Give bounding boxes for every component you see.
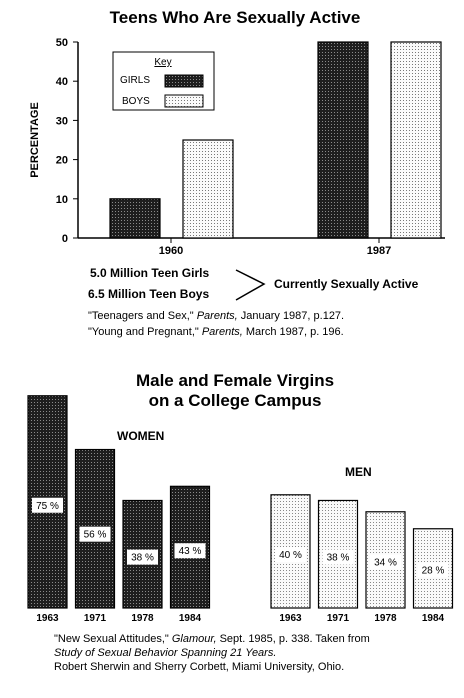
y-tick-label: 40 (56, 76, 68, 88)
value-label-men-1984: 28 % (422, 565, 445, 576)
bar-boys-1960 (182, 139, 234, 239)
x-tick-label-1960: 1960 (159, 245, 183, 257)
source1-title: "Teenagers and Sex," (88, 310, 194, 322)
value-label-bg (370, 554, 401, 570)
value-label-bg (174, 543, 206, 559)
bar-girls-1987 (317, 41, 369, 239)
top-chart: 0 10 20 30 40 50 1960 1987 Key GIRLS BOYS PERCE… (29, 37, 445, 257)
women-label: WOMEN (117, 429, 165, 443)
top-source-1: "Teenagers and Sex," Parents, January 19… (88, 310, 344, 322)
y-tick-label: 10 (56, 194, 68, 206)
legend-title: Key (154, 57, 171, 68)
bottom-source-title: "New Sexual Attitudes," (54, 633, 169, 645)
bottom-chart-title-2: on a College Campus (148, 391, 322, 410)
bar-girls-1960 (109, 198, 161, 239)
source2-date: March 1987, p. 196. (245, 326, 344, 338)
bottom-chart: 75 % 1963 56 % 1971 38 % 1978 43 % 1984 40 % 1963… (27, 395, 454, 624)
legend-boys-swatch (164, 94, 204, 108)
legend-girls-swatch (164, 74, 204, 88)
bottom-source-3: Robert Sherwin and Sherry Corbett, Miami… (54, 661, 345, 673)
note-currently-active: Currently Sexually Active (274, 277, 419, 291)
bottom-source-2: Study of Sexual Behavior Spanning 21 Yea… (54, 647, 276, 659)
bottom-source-pub: Glamour, (171, 633, 217, 645)
y-tick-label: 50 (56, 37, 68, 49)
y-tick-label: 0 (62, 233, 68, 245)
source1-pub: Parents, (196, 310, 238, 322)
value-label-men-1978: 34 % (374, 558, 397, 569)
value-label-bg (79, 526, 111, 542)
value-label-bg (322, 549, 354, 565)
value-label-bg (417, 562, 449, 578)
top-source-2: "Young and Pregnant," Parents, March 198… (88, 326, 344, 338)
value-label-bg (32, 497, 63, 513)
note-teen-girls: 5.0 Million Teen Girls (90, 266, 210, 280)
bottom-chart-title-1: Male and Female Virgins (135, 371, 335, 390)
note-teen-boys: 6.5 Million Teen Boys (88, 287, 210, 301)
bottom-source-study: Study of Sexual Behavior Spanning 21 Yea… (54, 647, 277, 659)
value-label-women-1963: 75 % (36, 501, 59, 512)
value-label-men-1971: 38 % (327, 553, 350, 564)
source2-title: "Young and Pregnant," (88, 326, 199, 338)
bottom-source-date: Sept. 1985, p. 338. Taken from (219, 633, 370, 645)
source1-date: January 1987, p.127. (240, 310, 345, 322)
source2-pub: Parents, (201, 326, 243, 338)
year-label-women-1971: 1971 (84, 613, 107, 624)
brace-icon (235, 269, 266, 301)
year-label-men-1984: 1984 (422, 613, 445, 624)
legend: Key GIRLS BOYS (112, 51, 215, 111)
year-label-men-1971: 1971 (327, 613, 350, 624)
year-label-men-1963: 1963 (279, 613, 302, 624)
x-tick-label-1987: 1987 (367, 245, 391, 257)
value-label-women-1984: 43 % (179, 546, 202, 557)
legend-girls-label: GIRLS (120, 75, 150, 86)
value-label-bg (275, 547, 306, 563)
top-chart-title: Teens Who Are Sexually Active (109, 8, 361, 27)
legend-boys-label: BOYS (122, 96, 150, 107)
men-label: MEN (345, 465, 372, 479)
year-label-men-1978: 1978 (374, 613, 397, 624)
year-label-women-1984: 1984 (179, 613, 202, 624)
y-tick-label: 20 (56, 155, 68, 167)
year-label-women-1963: 1963 (36, 613, 59, 624)
value-label-men-1963: 40 % (279, 550, 302, 561)
value-label-bg (127, 549, 158, 565)
y-axis-label: PERCENTAGE (29, 102, 41, 178)
value-label-women-1978: 38 % (131, 553, 154, 564)
bottom-source-1: "New Sexual Attitudes," Glamour, Sept. 1… (54, 633, 370, 645)
year-label-women-1978: 1978 (131, 613, 154, 624)
bar-boys-1987 (390, 41, 442, 239)
y-tick-label: 30 (56, 115, 68, 127)
value-label-women-1971: 56 % (84, 530, 107, 541)
